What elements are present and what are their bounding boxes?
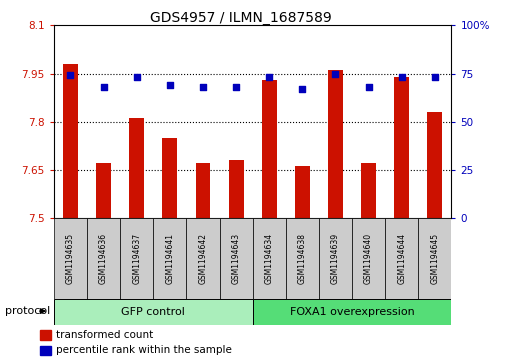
Point (431, 74, 439, 80)
Bar (220, 218, 252, 299)
Text: GSM1194634: GSM1194634 (265, 233, 274, 284)
Bar (40, 330, 51, 340)
Text: transformed count: transformed count (55, 330, 153, 340)
Bar (120, 218, 153, 299)
Bar (96, 163, 111, 218)
Bar (153, 218, 186, 299)
Text: protocol: protocol (5, 306, 50, 316)
Bar (286, 218, 319, 299)
Bar (63, 64, 78, 218)
Bar (295, 167, 310, 218)
Bar (418, 218, 451, 299)
Bar (252, 299, 451, 325)
Bar (163, 138, 177, 218)
Bar (361, 163, 376, 218)
Text: GSM1194635: GSM1194635 (66, 233, 75, 284)
Text: GSM1194641: GSM1194641 (165, 233, 174, 284)
Bar (54, 299, 252, 325)
Bar (87, 218, 120, 299)
Point (199, 84, 207, 90)
Point (398, 74, 406, 80)
Bar (195, 163, 210, 218)
Bar (328, 70, 343, 218)
Bar (394, 77, 409, 218)
Text: GSM1194645: GSM1194645 (430, 233, 439, 284)
Point (132, 74, 141, 80)
Bar (352, 218, 385, 299)
Bar (319, 218, 352, 299)
Text: percentile rank within the sample: percentile rank within the sample (55, 346, 231, 355)
Text: GSM1194640: GSM1194640 (364, 233, 373, 284)
Bar (252, 218, 286, 299)
Text: GSM1194639: GSM1194639 (331, 233, 340, 284)
Text: GSM1194644: GSM1194644 (397, 233, 406, 284)
Bar (262, 80, 277, 218)
Bar (129, 118, 144, 218)
Text: GSM1194643: GSM1194643 (231, 233, 241, 284)
Point (232, 84, 240, 90)
Text: GSM1194638: GSM1194638 (298, 233, 307, 284)
Text: GSM1194636: GSM1194636 (99, 233, 108, 284)
Bar (186, 218, 220, 299)
Point (331, 71, 340, 77)
Point (365, 84, 373, 90)
Text: FOXA1 overexpression: FOXA1 overexpression (290, 307, 415, 317)
Text: GDS4957 / ILMN_1687589: GDS4957 / ILMN_1687589 (150, 11, 332, 25)
Text: GFP control: GFP control (121, 307, 185, 317)
Bar (54, 218, 87, 299)
Bar (427, 112, 442, 218)
Text: GSM1194637: GSM1194637 (132, 233, 141, 284)
Point (265, 74, 273, 80)
Bar (385, 218, 418, 299)
Bar (40, 346, 51, 355)
Bar (229, 160, 244, 218)
Text: GSM1194642: GSM1194642 (199, 233, 207, 284)
Point (298, 86, 306, 92)
Point (166, 82, 174, 88)
Point (100, 84, 108, 90)
Point (66, 73, 74, 78)
